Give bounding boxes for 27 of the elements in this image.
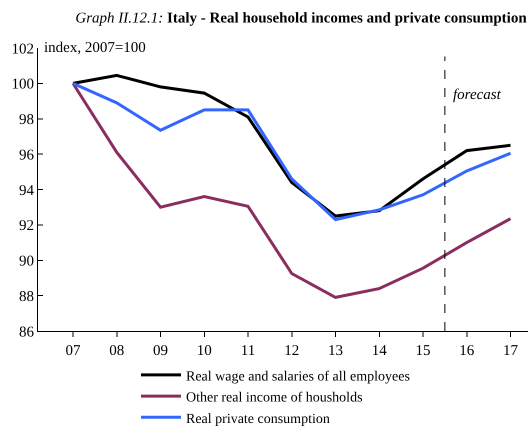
y-tick-label: 94 <box>19 182 34 199</box>
x-tick-label: 12 <box>284 343 300 359</box>
x-tick-label: 14 <box>372 343 388 359</box>
annotation: index, 2007=100 <box>44 40 146 56</box>
chart-title: Graph II.12.1: Italy - Real household incomes and private consumption <box>75 10 528 27</box>
x-tick-label: 13 <box>328 343 343 359</box>
y-tick-label: 90 <box>19 254 34 270</box>
x-tick-label: 07 <box>66 343 81 359</box>
x-tick-label: 15 <box>416 343 430 359</box>
x-tick-label: 17 <box>503 343 518 359</box>
y-tick-label: 88 <box>19 288 34 305</box>
y-tick-label: 96 <box>19 147 34 164</box>
y-tick-label: 100 <box>12 76 34 93</box>
x-tick-label: 11 <box>240 343 256 359</box>
x-tick-label: 09 <box>153 343 168 359</box>
x-tick-label: 10 <box>196 343 212 359</box>
y-tick-label: 86 <box>19 324 34 340</box>
y-tick-label: 102 <box>12 41 34 58</box>
x-tick-label: 16 <box>459 343 475 359</box>
y-tick-label: 92 <box>19 218 34 234</box>
legend-label: Real wage and salaries of all employees <box>186 369 410 384</box>
legend-label: Other real income of housholds <box>186 390 363 406</box>
x-tick-label: 08 <box>109 343 124 359</box>
y-tick-label: 98 <box>19 112 34 128</box>
legend-label: Real private consumption <box>186 412 330 427</box>
ref-line-label: forecast <box>453 87 502 103</box>
line-series <box>72 82 512 299</box>
